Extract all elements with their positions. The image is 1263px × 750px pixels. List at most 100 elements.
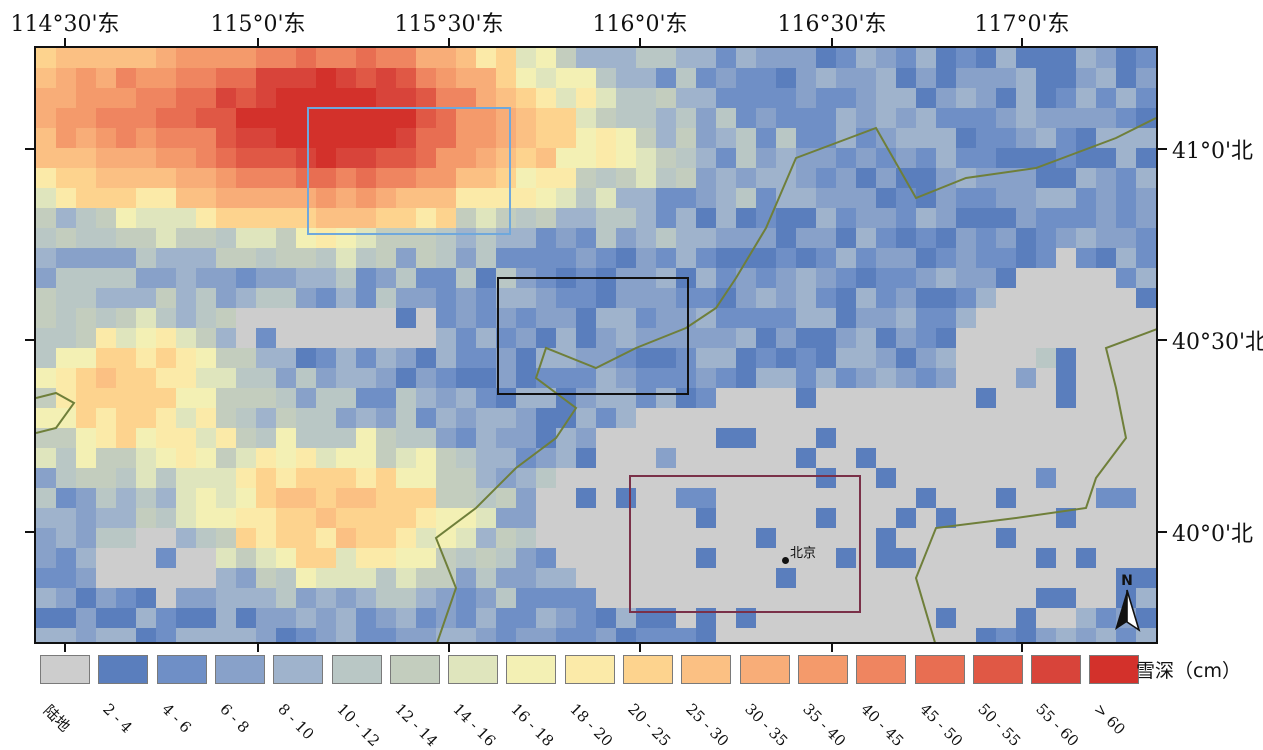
raster-cell [556, 208, 576, 228]
legend-label: 14 - 16 [449, 700, 500, 750]
raster-cell [656, 208, 676, 228]
raster-cell [316, 488, 336, 508]
raster-cell [596, 308, 616, 328]
raster-cell [236, 248, 256, 268]
legend-swatch [972, 655, 1023, 684]
raster-cell [776, 128, 796, 148]
raster-cell [116, 288, 136, 308]
raster-cell [136, 428, 156, 448]
raster-cell [1116, 448, 1136, 468]
raster-cell [76, 228, 96, 248]
raster-cell [216, 48, 236, 68]
raster-cell [36, 108, 56, 128]
raster-cell [236, 608, 256, 628]
raster-cell [496, 328, 516, 348]
raster-cell [176, 88, 196, 108]
raster-cell [736, 88, 756, 108]
raster-cell [336, 428, 356, 448]
raster-cell [716, 188, 736, 208]
raster-cell [836, 288, 856, 308]
raster-cell [676, 508, 696, 528]
raster-cell [496, 248, 516, 268]
raster-cell [476, 268, 496, 288]
raster-cell [176, 388, 196, 408]
raster-cell [1076, 48, 1096, 68]
raster-cell [656, 308, 676, 328]
raster-cell [476, 428, 496, 448]
raster-cell [916, 448, 936, 468]
raster-cell [356, 248, 376, 268]
raster-cell [436, 428, 456, 448]
raster-cell [96, 508, 116, 528]
raster-cell [896, 588, 916, 608]
snow-depth-raster [36, 48, 1158, 642]
raster-cell [116, 528, 136, 548]
raster-cell [96, 268, 116, 288]
raster-cell [136, 548, 156, 568]
raster-cell [696, 508, 716, 528]
raster-cell [496, 368, 516, 388]
legend-swatch [506, 655, 557, 684]
raster-cell [276, 188, 296, 208]
raster-cell [696, 68, 716, 88]
raster-cell [696, 268, 716, 288]
raster-cell [596, 328, 616, 348]
raster-cell [916, 68, 936, 88]
raster-cell [1056, 548, 1076, 568]
raster-cell [356, 368, 376, 388]
raster-cell [1056, 408, 1076, 428]
raster-cell [456, 328, 476, 348]
raster-cell [736, 148, 756, 168]
raster-cell [676, 428, 696, 448]
raster-cell [1016, 348, 1036, 368]
raster-cell [496, 208, 516, 228]
raster-cell [816, 328, 836, 348]
raster-cell [976, 168, 996, 188]
lon-tick [257, 643, 259, 652]
raster-cell [1136, 268, 1156, 288]
raster-cell [396, 108, 416, 128]
raster-cell [596, 128, 616, 148]
raster-cell [956, 48, 976, 68]
raster-cell [956, 468, 976, 488]
raster-cell [536, 148, 556, 168]
raster-cell [956, 488, 976, 508]
raster-cell [496, 568, 516, 588]
raster-cell [756, 128, 776, 148]
raster-cell [776, 68, 796, 88]
raster-cell [1156, 208, 1158, 228]
raster-cell [356, 168, 376, 188]
raster-cell [476, 308, 496, 328]
raster-cell [1136, 388, 1156, 408]
raster-cell [876, 468, 896, 488]
raster-cell [656, 168, 676, 188]
raster-cell [256, 188, 276, 208]
raster-cell [96, 528, 116, 548]
raster-cell [1076, 608, 1096, 628]
raster-cell [1036, 128, 1056, 148]
raster-cell [1036, 248, 1056, 268]
raster-cell [936, 428, 956, 448]
raster-cell [756, 68, 776, 88]
raster-cell [556, 308, 576, 328]
raster-cell [56, 348, 76, 368]
raster-cell [116, 428, 136, 448]
raster-cell [736, 548, 756, 568]
raster-cell [496, 508, 516, 528]
raster-cell [416, 488, 436, 508]
lon-tick [831, 643, 833, 652]
raster-cell [556, 288, 576, 308]
raster-cell [396, 568, 416, 588]
raster-cell [356, 488, 376, 508]
raster-cell [516, 568, 536, 588]
lat-label-40-0: 40°0'北 [1172, 522, 1254, 547]
raster-cell [1036, 68, 1056, 88]
raster-cell [896, 388, 916, 408]
province-boundary [914, 328, 1156, 642]
raster-cell [936, 228, 956, 248]
raster-cell [116, 88, 136, 108]
raster-cell [296, 408, 316, 428]
raster-cell [276, 328, 296, 348]
lon-label-116-0: 116°0'东 [592, 12, 688, 37]
raster-cell [556, 228, 576, 248]
